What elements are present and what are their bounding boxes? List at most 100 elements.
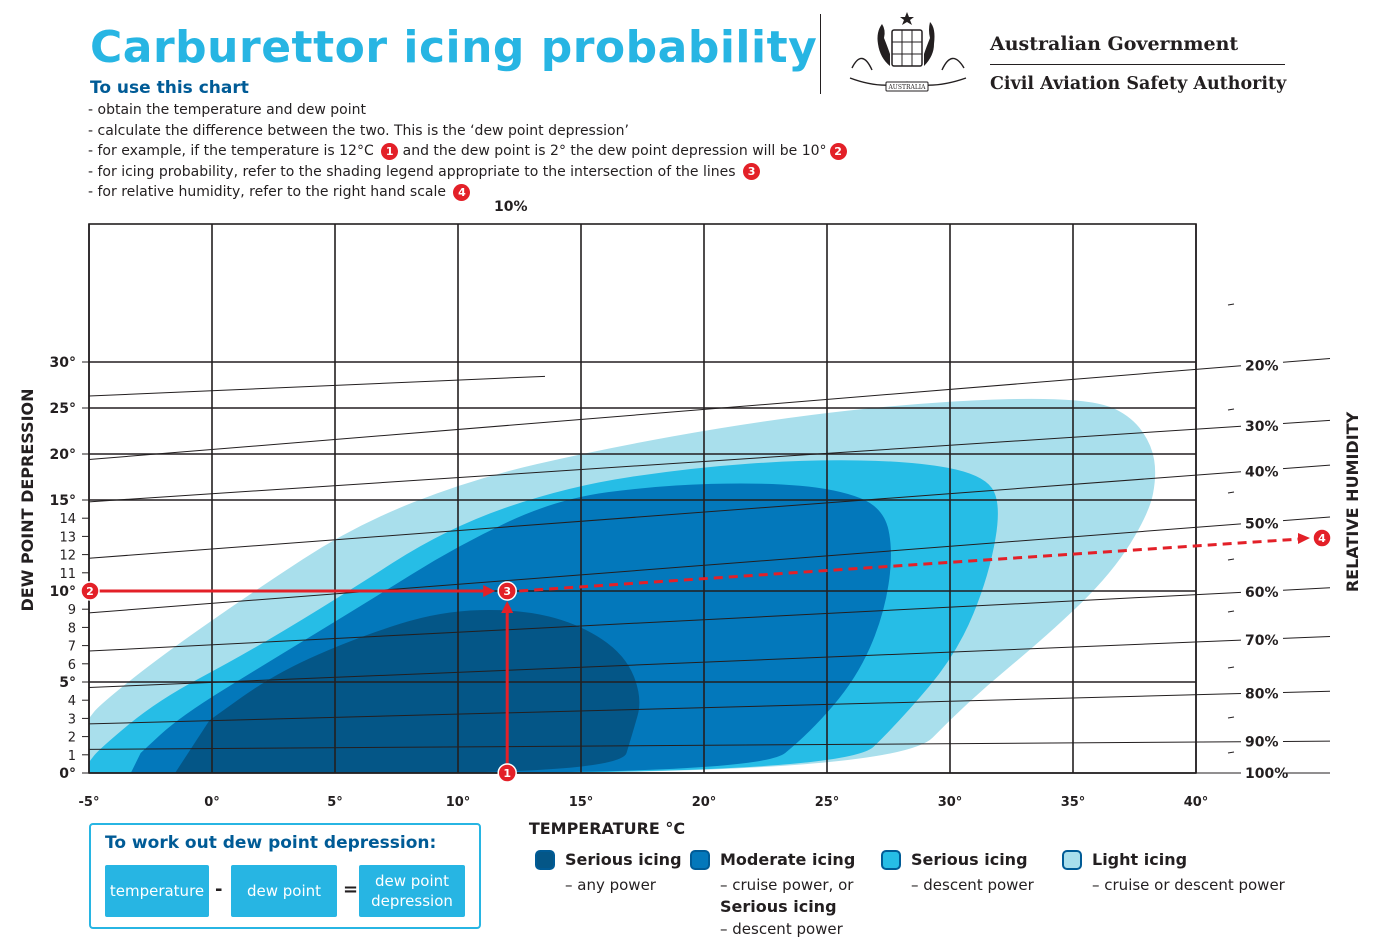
humidity-label: 30% xyxy=(1245,419,1279,435)
humidity-line xyxy=(88,523,1242,614)
humidity-tick xyxy=(1227,751,1235,754)
marker-label: 4 xyxy=(1318,532,1326,545)
humidity-line xyxy=(88,693,1242,725)
humidity-line xyxy=(1282,357,1331,363)
x-tick-label: 15° xyxy=(569,795,594,810)
x-tick-label: 20° xyxy=(692,795,717,810)
y-tick-label: 12 xyxy=(59,549,76,564)
y-tick-label: 10° xyxy=(50,584,76,600)
humidity-label: 100% xyxy=(1245,766,1288,782)
marker-4 xyxy=(1312,528,1332,548)
humidity-line xyxy=(88,639,1242,688)
coat-of-arms-logo: AUSTRALIA xyxy=(849,12,967,92)
x-tick-label: 10° xyxy=(446,795,471,810)
humidity-label: 90% xyxy=(1245,735,1279,751)
y-tick-label: 5° xyxy=(59,675,76,691)
marker-badge: 1 xyxy=(381,142,399,160)
humidity-label: 50% xyxy=(1245,517,1279,533)
chart-axes: -5° 0° 5° 10° 15° 20° 25° 30° 35° 40°0°12345°6789… xyxy=(50,355,1209,810)
marker-label: 3 xyxy=(503,585,511,598)
instructions-heading: To use this chart xyxy=(90,78,249,98)
icing-regions xyxy=(89,398,1156,773)
marker-badge: 3 xyxy=(743,163,761,181)
region-serious-icing-any-power xyxy=(175,610,640,773)
x-tick-label: 5° xyxy=(327,795,343,810)
y-tick-label: 14 xyxy=(59,512,76,527)
arrow-right-icon xyxy=(1298,533,1310,544)
humidity-label: 40% xyxy=(1245,464,1279,480)
y-axis-label: DEW POINT DEPRESSION xyxy=(18,388,37,611)
marker-label: 2 xyxy=(86,585,94,598)
humidity-tick xyxy=(1227,491,1235,494)
humidity-label: 70% xyxy=(1245,633,1279,649)
humidity-tick xyxy=(1227,666,1235,669)
humidity-label: 10% xyxy=(494,199,528,215)
y-tick-label: 13 xyxy=(59,530,76,545)
marker-2 xyxy=(80,581,100,601)
humidity-line xyxy=(88,375,546,397)
formula-box: To work out dew point depression: temper… xyxy=(89,823,481,929)
humidity-line xyxy=(1282,690,1331,693)
humidity-line xyxy=(88,425,1242,503)
humidity-tick xyxy=(1227,408,1235,411)
x-tick-label: 30° xyxy=(938,795,963,810)
instruction-2: - calculate the difference between the t… xyxy=(88,122,629,139)
y-tick-label: 15° xyxy=(50,493,76,509)
x-axis-label: TEMPERATURE °C xyxy=(529,819,685,838)
chart-title: Carburettor icing probability xyxy=(90,22,818,73)
humidity-label: 20% xyxy=(1245,358,1279,374)
right-axis-label: RELATIVE HUMIDITY xyxy=(1343,411,1362,592)
formula-temperature: temperature xyxy=(105,865,209,917)
x-tick-label: -5° xyxy=(79,795,100,810)
humidity-line xyxy=(88,591,1242,652)
instruction-5: - for relative humidity, refer to the ri… xyxy=(88,182,847,203)
legend-swatch xyxy=(881,850,901,870)
arrow-right-icon xyxy=(483,585,496,597)
marker-label: 1 xyxy=(503,767,511,780)
y-tick-label: 8 xyxy=(68,621,76,636)
y-tick-label: 9 xyxy=(68,603,76,618)
marker-badge: 4 xyxy=(453,183,471,201)
humidity-line xyxy=(1282,516,1331,522)
y-tick-label: 2 xyxy=(68,731,76,746)
authority-name: Civil Aviation Safety Authority xyxy=(990,74,1287,94)
header-divider xyxy=(820,14,821,94)
humidity-lines: 10% 20% 30% 40% 50% 60% 70% 80% 90% 100% xyxy=(88,199,1331,782)
x-tick-label: 40° xyxy=(1184,795,1209,810)
instruction-3: - for example, if the temperature is 12°… xyxy=(88,141,847,162)
marker-3 xyxy=(497,581,517,601)
formula-minus: - xyxy=(215,879,223,900)
humidity-line xyxy=(88,365,1242,461)
arrow-up-icon xyxy=(501,601,514,613)
y-tick-label: 3 xyxy=(68,712,76,727)
example-lines: 1 2 3 4 xyxy=(80,528,1332,783)
crest-scroll-text: AUSTRALIA xyxy=(887,84,926,91)
humidity-line xyxy=(88,741,1242,750)
humidity-tick xyxy=(1227,716,1235,719)
humidity-line xyxy=(1282,635,1331,639)
y-tick-label: 4 xyxy=(68,694,76,709)
y-tick-label: 30° xyxy=(50,355,76,371)
x-tick-label: 0° xyxy=(204,795,220,810)
legend-swatch xyxy=(690,850,710,870)
humidity-line xyxy=(1282,464,1331,470)
legend-swatch xyxy=(535,850,555,870)
marker-1 xyxy=(497,763,517,783)
y-tick-label: 0° xyxy=(59,766,76,782)
example-humidity-line xyxy=(519,537,1301,593)
legend-swatch xyxy=(1062,850,1082,870)
y-tick-label: 7 xyxy=(68,640,76,655)
marker-badge: 2 xyxy=(829,142,847,160)
x-tick-label: 25° xyxy=(815,795,840,810)
y-tick-label: 1 xyxy=(68,749,76,764)
formula-equals: = xyxy=(343,879,359,900)
humidity-tick xyxy=(1227,610,1235,613)
formula-result: dew point depression xyxy=(359,865,465,917)
y-tick-label: 20° xyxy=(50,447,76,463)
government-name: Australian Government xyxy=(990,33,1239,55)
x-tick-label: 35° xyxy=(1061,795,1086,810)
instructions-list: - obtain the temperature and dew point -… xyxy=(88,100,847,203)
y-tick-label: 25° xyxy=(50,401,76,417)
humidity-label: 60% xyxy=(1245,585,1279,601)
